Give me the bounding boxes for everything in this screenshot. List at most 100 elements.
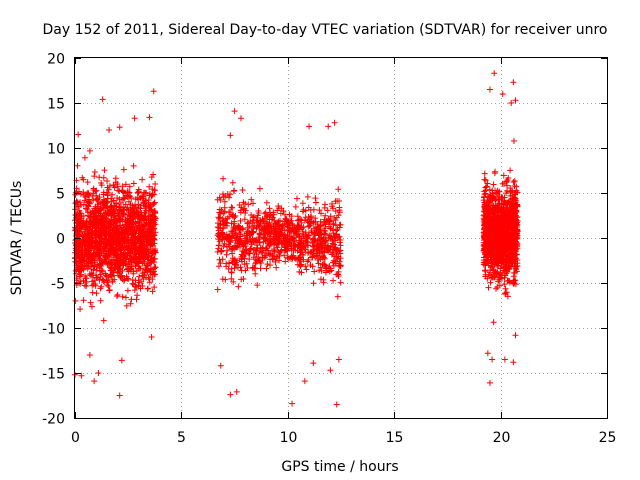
data-point (99, 96, 106, 103)
data-point (124, 193, 131, 200)
data-point (104, 199, 111, 206)
data-point (86, 352, 93, 358)
data-point (92, 281, 99, 288)
data-point (127, 252, 134, 259)
data-point (132, 239, 139, 246)
data-point (227, 391, 234, 398)
data-point (102, 209, 109, 216)
data-point (220, 175, 227, 182)
data-point (116, 187, 123, 194)
data-point (147, 260, 154, 267)
data-point (120, 232, 127, 239)
data-point (118, 357, 125, 364)
data-point (231, 187, 238, 194)
data-point (216, 256, 223, 263)
data-point (510, 178, 517, 185)
data-point (273, 264, 280, 271)
data-point (266, 205, 273, 212)
data-point (91, 378, 98, 385)
data-point (134, 218, 141, 225)
data-point (136, 238, 143, 245)
data-point (122, 294, 129, 301)
y-tick-label: -20 (42, 412, 65, 428)
data-point (97, 212, 104, 219)
data-point (97, 297, 104, 304)
data-point (152, 180, 159, 187)
data-point (84, 179, 91, 186)
y-tick-labels: -20 -15 -10 -5 0 5 10 15 20 (42, 52, 65, 428)
data-point (510, 359, 517, 366)
data-point (131, 226, 138, 233)
data-point (128, 263, 135, 270)
data-point (490, 181, 497, 188)
data-point (83, 218, 90, 225)
data-point (101, 235, 108, 242)
data-point (125, 231, 132, 238)
data-point (72, 267, 79, 274)
data-point (120, 252, 127, 259)
data-point (121, 195, 128, 202)
data-point (79, 231, 86, 238)
data-point (140, 269, 147, 276)
data-point (112, 231, 119, 238)
data-point (136, 279, 143, 286)
data-point (87, 223, 94, 230)
y-tick-label: 0 (56, 232, 65, 248)
data-point (97, 212, 104, 219)
data-point (327, 367, 334, 374)
data-point (138, 215, 145, 222)
data-point (86, 271, 93, 278)
data-point (216, 214, 223, 221)
data-point (101, 167, 108, 174)
data-point (120, 224, 127, 231)
data-point (147, 242, 154, 249)
data-point (501, 281, 508, 288)
data-point (217, 362, 224, 369)
data-point (128, 296, 135, 303)
data-point (120, 211, 127, 218)
data-point (256, 185, 263, 192)
data-point (114, 269, 121, 276)
data-point (84, 190, 91, 197)
data-point (131, 115, 138, 122)
data-point (75, 240, 82, 247)
data-point (90, 211, 97, 218)
data-point (512, 332, 519, 339)
data-point (486, 86, 493, 93)
data-point (105, 260, 112, 267)
data-point (214, 286, 221, 293)
data-point (117, 218, 124, 225)
y-tick-label: 10 (47, 142, 65, 158)
data-point (116, 237, 123, 244)
data-point (77, 262, 84, 269)
data-point (134, 292, 141, 299)
data-point (130, 180, 137, 187)
x-tick-label: 15 (386, 430, 404, 446)
data-point (102, 232, 109, 239)
data-point (103, 242, 110, 249)
data-point (489, 356, 496, 363)
data-point (72, 239, 79, 246)
data-point (109, 191, 116, 198)
data-point (147, 201, 154, 208)
data-point (72, 297, 79, 304)
data-point (140, 243, 147, 250)
data-point (146, 114, 153, 121)
data-point (136, 224, 143, 231)
data-point (136, 273, 143, 280)
data-point (110, 272, 117, 279)
data-point (151, 199, 158, 206)
data-point (254, 282, 261, 289)
data-point (88, 303, 95, 310)
x-axis-label: GPS time / hours (281, 459, 398, 475)
data-point (330, 277, 337, 284)
data-point (96, 174, 103, 181)
data-point (150, 225, 157, 232)
data-point (127, 300, 134, 307)
data-point (299, 208, 306, 215)
x-tick-labels: 0 5 10 15 20 25 (71, 430, 616, 446)
data-point (76, 273, 83, 280)
data-point (106, 253, 113, 260)
data-point (82, 238, 89, 245)
data-point (111, 254, 118, 261)
